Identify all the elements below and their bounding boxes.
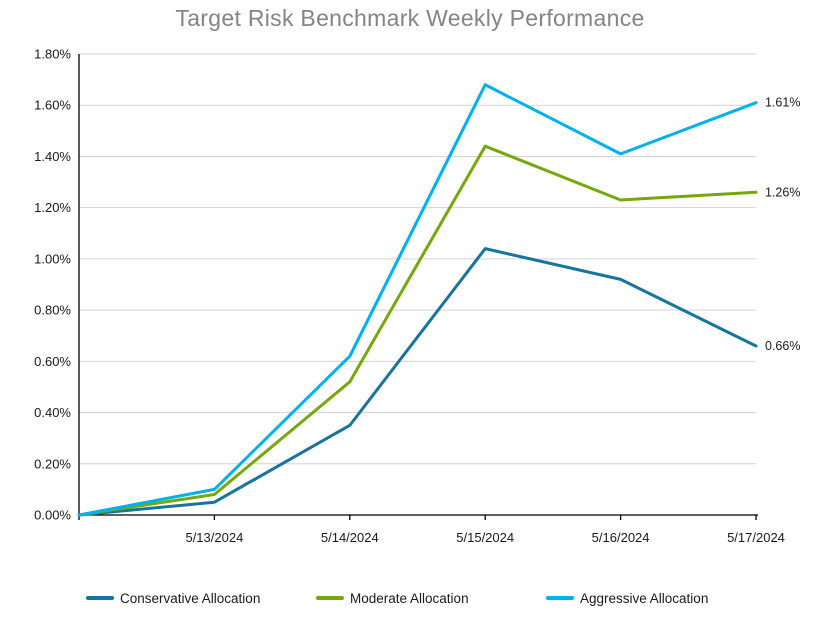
legend-label-aggressive: Aggressive Allocation (580, 590, 709, 606)
legend-swatch-moderate (316, 596, 344, 600)
y-tick-label: 0.40% (34, 405, 71, 420)
x-tick-label: 5/14/2024 (321, 530, 379, 545)
y-tick-label: 0.60% (34, 354, 71, 369)
series-line-2 (77, 83, 758, 517)
x-tick-label: 5/17/2024 (727, 530, 785, 545)
series-end-label-2: 1.61% (765, 96, 800, 110)
y-tick-label: 1.60% (34, 98, 71, 113)
y-tick-label: 1.40% (34, 149, 71, 164)
series-end-label-0: 0.66% (765, 339, 800, 353)
y-tick-label: 0.00% (34, 508, 71, 523)
series-end-label-1: 1.26% (765, 185, 800, 199)
x-tick-label: 5/13/2024 (185, 530, 243, 545)
x-tick-label: 5/15/2024 (456, 530, 514, 545)
legend-label-conservative: Conservative Allocation (120, 590, 261, 606)
legend-item-aggressive: Aggressive Allocation (546, 588, 708, 608)
legend-item-conservative: Conservative Allocation (86, 588, 260, 608)
y-tick-label: 1.80% (34, 47, 71, 62)
legend-label-moderate: Moderate Allocation (350, 590, 469, 606)
y-tick-label: 0.80% (34, 303, 71, 318)
series-line-1 (77, 144, 758, 517)
chart-legend: Conservative Allocation Moderate Allocat… (0, 588, 836, 610)
series-line-0 (77, 247, 758, 517)
legend-swatch-aggressive (546, 596, 574, 600)
legend-item-moderate: Moderate Allocation (316, 588, 469, 608)
x-tick-label: 5/16/2024 (592, 530, 650, 545)
chart-svg: 0.00% 0.20% 0.40% 0.60% 0.80% 1.00% 1.20% 1.40%… (34, 47, 800, 546)
y-tick-label: 1.20% (34, 200, 71, 215)
chart-title: Target Risk Benchmark Weekly Performance (175, 5, 645, 31)
legend-swatch-conservative (86, 596, 114, 600)
y-tick-label: 0.20% (34, 456, 71, 471)
y-tick-label: 1.00% (34, 251, 71, 266)
